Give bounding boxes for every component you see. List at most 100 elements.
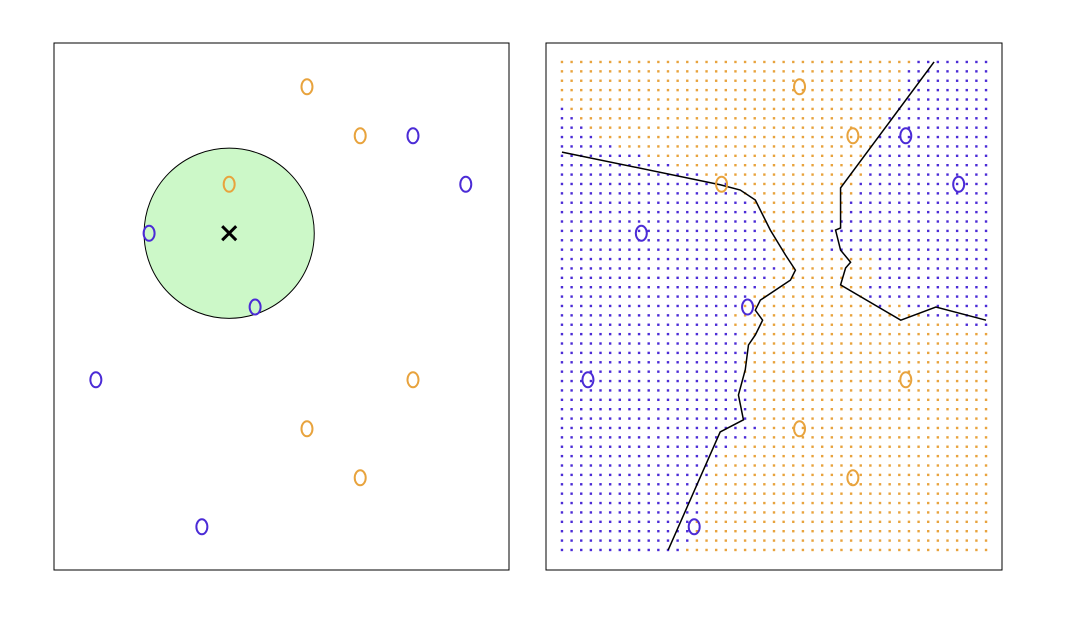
grid-dot [580,60,583,64]
grid-dot [792,342,795,345]
grid-dot [830,445,834,448]
grid-dot [820,248,824,251]
grid-dot [792,351,795,355]
grid-dot [801,295,805,298]
grid-dot [647,154,650,158]
grid-dot [936,436,940,439]
grid-dot [975,389,978,392]
grid-dot [849,492,853,495]
grid-dot [792,182,795,186]
grid-dot [849,548,853,552]
grid-dot [782,248,785,251]
grid-dot [782,342,785,345]
grid-dot [811,220,814,223]
grid-dot [975,145,978,148]
grid-dot [714,126,718,129]
grid-dot [840,229,843,233]
grid-dot [734,173,737,176]
grid-dot [936,88,940,92]
grid-dot [811,173,814,176]
grid-dot [898,286,901,289]
grid-dot [917,323,920,326]
grid-dot [743,117,747,120]
grid-dot [917,501,920,505]
grid-dot [743,520,747,524]
grid-dot [637,117,641,120]
grid-dot [743,454,747,458]
grid-dot [888,483,891,486]
grid-dot [917,408,920,411]
grid-dot [743,361,747,364]
grid-dot [849,117,853,120]
grid-dot [820,79,824,82]
grid-dot [637,70,641,73]
grid-dot [907,98,911,101]
grid-dot [878,520,882,524]
grid-dot [753,379,756,383]
grid-dot [917,454,920,458]
grid-dot [878,304,882,308]
grid-dot [898,79,901,82]
grid-dot [647,210,650,214]
grid-dot [743,164,747,167]
grid-dot [734,464,737,467]
grid-dot [955,492,959,495]
grid-dot [772,379,776,383]
grid-dot [714,342,718,345]
grid-dot [599,107,602,111]
grid-dot [859,304,862,308]
grid-dot [666,492,670,495]
grid-dot [763,88,766,92]
grid-dot [782,464,785,467]
grid-dot [608,473,612,477]
grid-dot [705,379,708,383]
grid-dot [955,361,959,364]
grid-dot [888,464,891,467]
grid-dot [859,454,862,458]
grid-dot [560,239,564,242]
grid-dot [984,492,988,495]
grid-dot [946,126,949,129]
grid-dot [936,135,940,139]
grid-dot [782,539,785,542]
grid-dot [820,154,824,158]
grid-dot [801,398,805,402]
grid-dot [859,210,862,214]
grid-dot [849,332,853,336]
grid-dot [927,70,930,73]
grid-dot [927,342,930,345]
grid-dot [811,267,814,270]
grid-dot [792,79,795,82]
grid-dot [676,511,679,514]
grid-dot [955,370,959,373]
grid-dot [811,229,814,233]
grid-dot [618,164,621,167]
grid-dot [676,332,679,336]
grid-dot [965,398,968,402]
grid-dot [657,164,660,167]
grid-dot [849,60,853,64]
grid-dot [772,408,776,411]
grid-dot [666,426,670,430]
grid-dot [628,370,631,373]
grid-dot [608,548,612,552]
grid-dot [878,70,882,73]
grid-dot [743,248,747,251]
grid-dot [792,511,795,514]
grid-dot [695,267,699,270]
grid-dot [560,295,564,298]
grid-dot [560,323,564,326]
grid-dot [772,295,776,298]
grid-dot [705,483,708,486]
grid-dot [917,182,920,186]
grid-dot [811,192,814,195]
grid-dot [618,483,621,486]
grid-dot [782,192,785,195]
grid-dot [888,210,891,214]
grid-dot [763,483,766,486]
grid-dot [782,473,785,477]
grid-dot [705,464,708,467]
grid-dot [628,454,631,458]
grid-dot [965,60,968,64]
grid-dot [580,351,583,355]
